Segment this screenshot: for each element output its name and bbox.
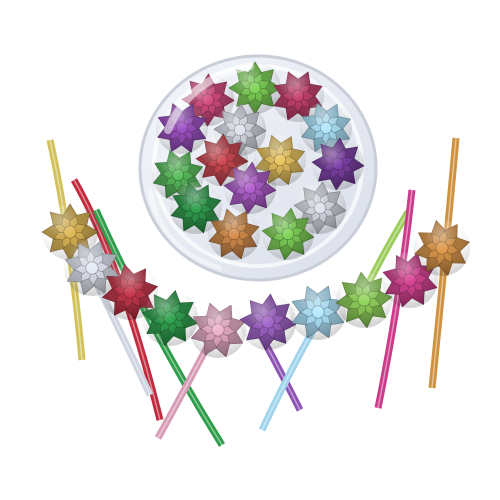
bow-green-in-container: [261, 207, 315, 261]
container-bows: [152, 61, 365, 261]
bow-copper-on-ribbon: [414, 220, 470, 276]
bow-emerald-in-container: [170, 182, 222, 234]
bow-lilac-in-container: [223, 161, 277, 215]
glare-highlight-lower: [147, 187, 223, 271]
bow-copper-in-container: [208, 208, 260, 260]
container-lid-glare: [147, 62, 254, 271]
glare-highlight: [164, 62, 254, 134]
bow-purple-in-container: [156, 102, 208, 154]
bow-lime-on-ribbon: [335, 271, 393, 329]
bow-light-blue-on-ribbon: [290, 284, 346, 340]
bow-violet-in-container: [311, 137, 365, 191]
bow-red-on-ribbon: [101, 263, 159, 321]
bow-pink-on-ribbon: [190, 302, 246, 358]
bow-green-on-ribbon: [141, 289, 199, 347]
bow-garland: [41, 203, 470, 358]
bow-purple-on-ribbon: [239, 293, 297, 351]
